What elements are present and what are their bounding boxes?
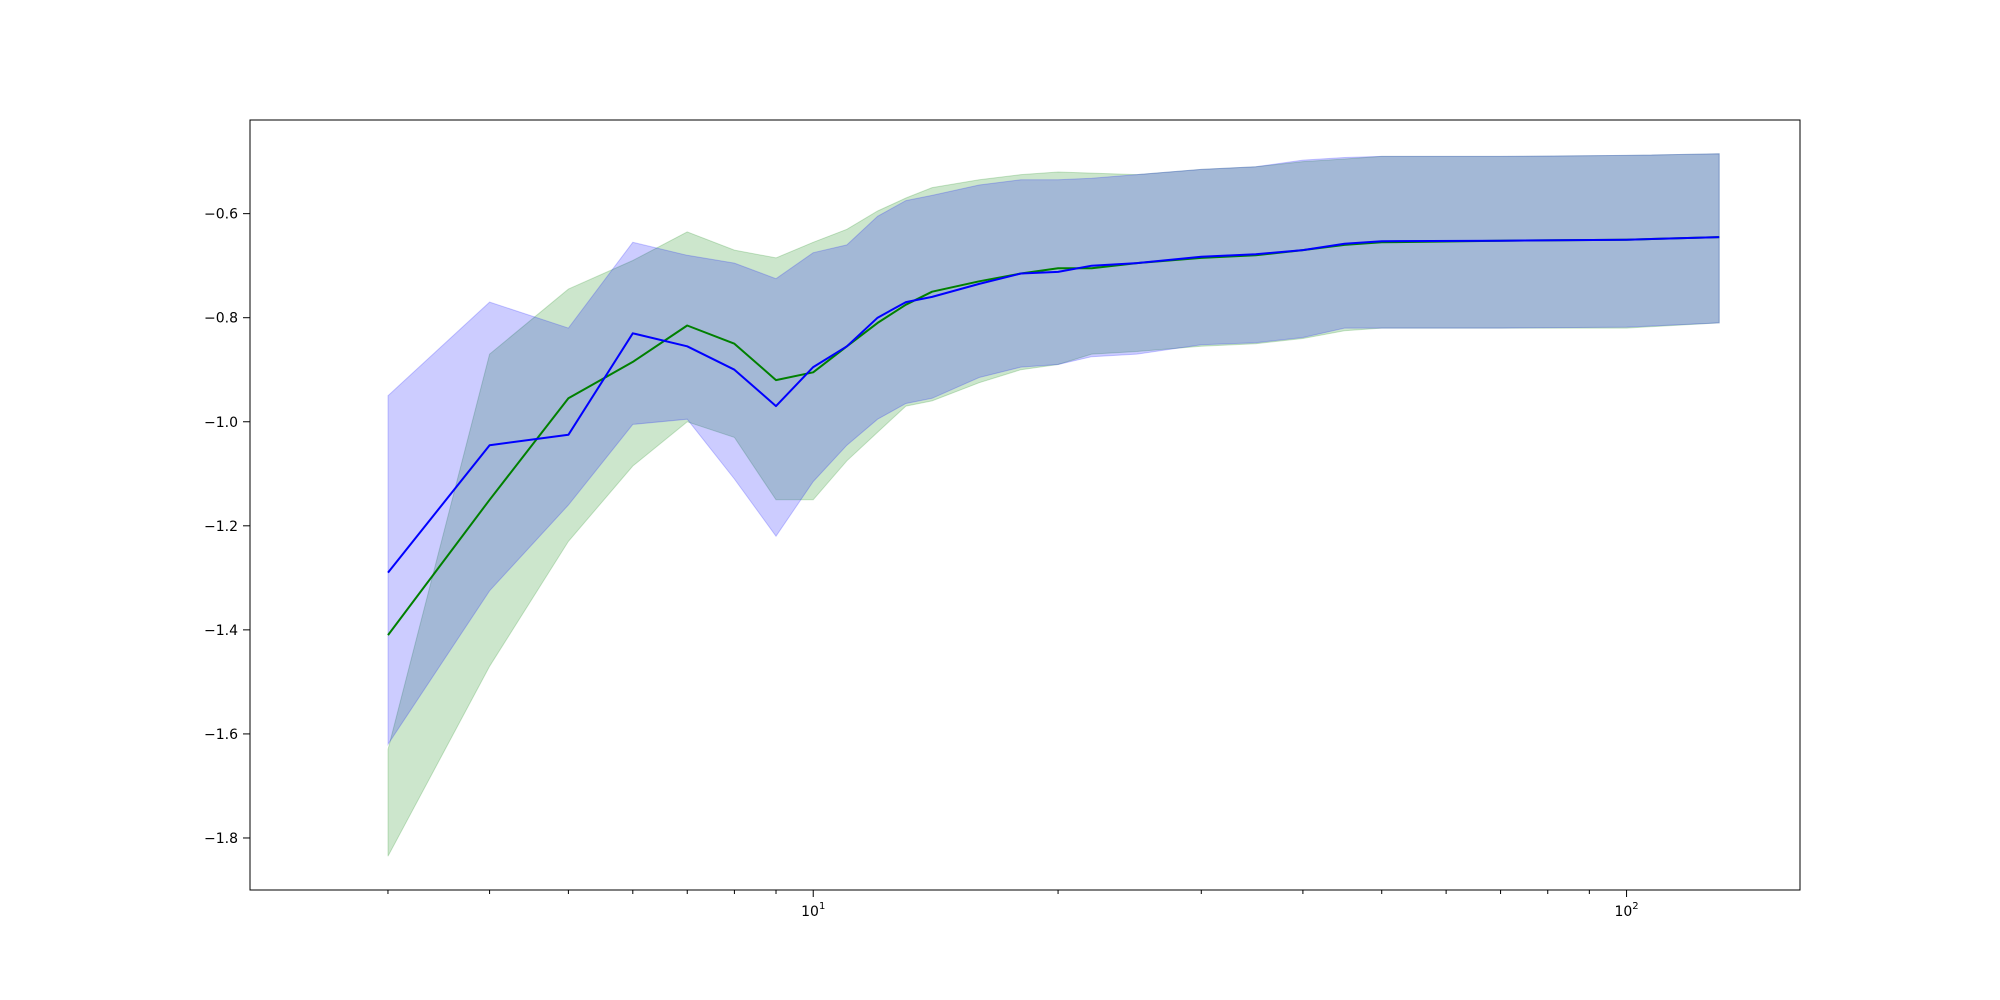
- y-tick-label: −1.0: [204, 415, 238, 431]
- y-axis: −1.8 −1.6 −1.4 −1.2 −1.0 −0.8 −0.6: [204, 207, 250, 847]
- series-lines: [387, 236, 1720, 636]
- x-axis: 101 102: [387, 890, 1639, 920]
- x-tick-label: 102: [1614, 901, 1638, 920]
- series-line-1: [387, 236, 1720, 636]
- axes-frame: [249, 119, 1801, 891]
- y-tick-label: −1.2: [204, 519, 238, 535]
- confidence-band-1: [387, 153, 1720, 857]
- y-tick-label: −0.6: [204, 207, 238, 223]
- y-tick-label: −1.6: [204, 727, 238, 743]
- x-tick-label: 101: [801, 901, 825, 920]
- y-tick-label: −1.8: [204, 831, 238, 847]
- y-tick-label: −0.8: [204, 311, 238, 327]
- y-tick-label: −1.4: [204, 623, 238, 639]
- confidence-band-2: [387, 153, 1720, 746]
- confidence-bands: [387, 153, 1720, 857]
- series-line-2: [387, 236, 1720, 574]
- plot-area-background: [250, 120, 1800, 890]
